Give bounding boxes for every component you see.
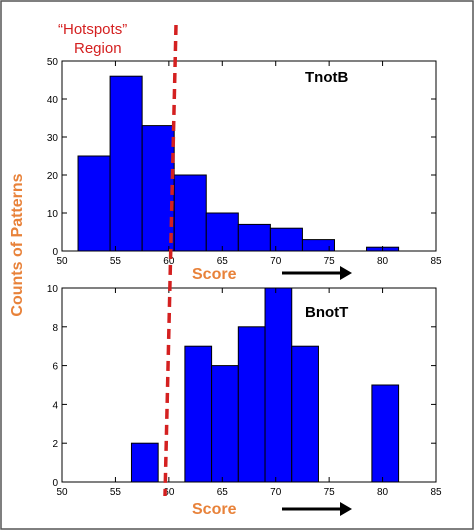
tnotb-bar [205, 212, 239, 252]
bnott-bar [237, 326, 266, 483]
x-axis-label-bottom: Score [192, 501, 237, 518]
tnotb-x-tick-label: 85 [430, 256, 442, 267]
bnott-panel-label: BnotT [305, 304, 348, 321]
tnotb-bar [173, 174, 207, 252]
tnotb-x-tick-label: 50 [56, 256, 68, 267]
tnotb-x-tick-label: 55 [110, 256, 122, 267]
bnott-x-tick-label: 80 [377, 487, 389, 498]
tnotb-y-ticks: 0 10 20 30 40 50 [47, 57, 436, 258]
tnotb-bar [109, 75, 143, 252]
hotspots-label-line1: “Hotspots” [58, 21, 127, 38]
bnott-y-tick-label: 0 [52, 478, 58, 489]
bnott-y-tick-label: 10 [47, 284, 59, 295]
bnott-x-tick-label: 55 [110, 487, 122, 498]
bnott-bar [264, 287, 293, 483]
bnott-x-tick-label: 60 [163, 487, 175, 498]
bnott-y-tick-label: 4 [52, 400, 58, 411]
tnotb-y-tick-label: 40 [47, 95, 59, 106]
tnotb-x-tick-label: 65 [217, 256, 229, 267]
tnotb-panel-label: TnotB [305, 69, 348, 86]
y-axis-label: Counts of Patterns [9, 173, 26, 316]
bnott-bar [371, 384, 400, 483]
bnott-x-ticks: 50 55 60 65 70 75 80 85 [56, 288, 442, 498]
score-arrow-bottom-head [340, 502, 352, 516]
bnott-y-tick-label: 8 [52, 323, 58, 334]
tnotb-bar [237, 223, 271, 252]
tnotb-bars [77, 75, 400, 252]
bnott-y-tick-label: 6 [52, 362, 58, 373]
tnotb-y-tick-label: 20 [47, 171, 59, 182]
bnott-panel: 50 55 60 65 70 75 80 85 0 2 4 6 8 10 BnotT [47, 284, 442, 498]
tnotb-x-tick-label: 75 [324, 256, 336, 267]
bnott-bar [291, 345, 319, 483]
tnotb-y-tick-label: 10 [47, 209, 59, 220]
hotspot-divider-line [163, 24, 178, 497]
bnott-x-tick-label: 50 [56, 487, 68, 498]
bnott-x-tick-label: 75 [324, 487, 336, 498]
tnotb-x-tick-label: 80 [377, 256, 389, 267]
tnotb-bar [141, 125, 175, 252]
score-arrow-top-head [340, 266, 352, 280]
bnott-bar [211, 365, 239, 483]
tnotb-x-tick-label: 70 [270, 256, 282, 267]
tnotb-x-tick-label: 60 [163, 256, 175, 267]
tnotb-panel: 50 55 60 65 70 75 80 85 0 10 20 30 40 50 TnotB [47, 57, 442, 267]
x-axis-label-top: Score [192, 266, 237, 283]
tnotb-plot-frame [61, 60, 437, 252]
bnott-x-tick-label: 65 [217, 487, 229, 498]
bnott-plot-frame [61, 287, 437, 483]
bnott-bar [184, 345, 213, 483]
bnott-bars [130, 287, 400, 483]
tnotb-y-tick-label: 0 [52, 247, 58, 258]
bnott-x-tick-label: 70 [270, 487, 282, 498]
hotspots-label-line2: Region [74, 40, 122, 57]
tnotb-bar [269, 227, 303, 252]
tnotb-y-tick-label: 50 [47, 57, 59, 68]
bnott-bar [130, 442, 159, 483]
bnott-y-ticks: 0 2 4 6 8 10 [47, 284, 436, 489]
bnott-y-tick-label: 2 [52, 439, 58, 450]
tnotb-x-ticks: 50 55 60 65 70 75 80 85 [56, 61, 442, 267]
tnotb-bar [301, 239, 335, 252]
tnotb-y-tick-label: 30 [47, 133, 59, 144]
bnott-x-tick-label: 85 [430, 487, 442, 498]
tnotb-bar [77, 155, 111, 252]
